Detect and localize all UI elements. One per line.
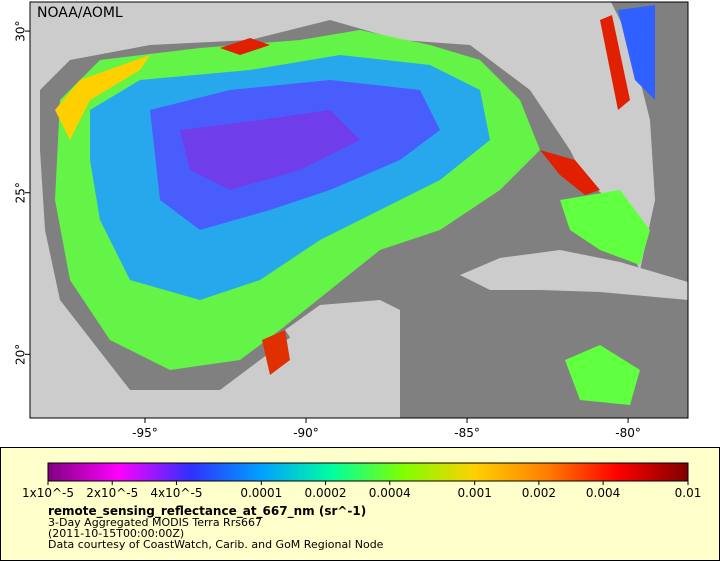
colorbar-tick-label: 0.0004 xyxy=(369,486,411,500)
colorbar-tick-label: 0.01 xyxy=(675,486,702,500)
reflectance-blue xyxy=(618,5,655,100)
colorbar-tick-label: 0.001 xyxy=(457,486,491,500)
reflectance-green xyxy=(565,345,640,405)
colorbar-tick-label: 0.004 xyxy=(586,486,620,500)
credit: NOAA/AOML xyxy=(37,5,123,21)
reflectance-red xyxy=(220,38,270,55)
colorbar-tick-label: 0.0001 xyxy=(240,486,282,500)
colorbar-frame xyxy=(47,462,689,482)
caption-time: (2011-10-15T00:00:00Z) xyxy=(48,527,184,540)
y-tick-label: 20° xyxy=(14,344,28,365)
colorbar-tick-label: 0.0002 xyxy=(305,486,347,500)
colorbar-tick-label: 2x10^-5 xyxy=(86,486,138,500)
y-tick-label: 25° xyxy=(14,182,28,203)
colorbar-tick-label: 0.002 xyxy=(522,486,556,500)
y-tick-label: 30° xyxy=(13,20,27,41)
yucatan xyxy=(285,300,400,418)
reflectance-green xyxy=(560,190,650,265)
reflectance-red xyxy=(600,15,630,110)
reflectance-yellow xyxy=(55,55,150,140)
caption-dataset: 3-Day Aggregated MODIS Terra Rrs667 xyxy=(48,516,262,529)
colorbar-tick-label: 4x10^-5 xyxy=(150,486,202,500)
reflectance-red xyxy=(540,150,600,195)
colorbar-fill xyxy=(48,463,688,481)
no-data-atlantic xyxy=(600,2,688,418)
colorbar-tick-label: 1x10^-5 xyxy=(22,486,74,500)
x-tick-label: -95° xyxy=(132,426,158,440)
colorbar xyxy=(48,463,688,481)
x-tick-label: -85° xyxy=(454,426,480,440)
map-frame xyxy=(29,1,689,419)
x-tick-label: -80° xyxy=(615,426,641,440)
map-area xyxy=(30,2,688,418)
cuba xyxy=(460,250,688,300)
reflectance-purple xyxy=(180,110,360,190)
x-tick-label: -90° xyxy=(293,426,319,440)
caption-courtesy: Data courtesy of CoastWatch, Carib. and … xyxy=(48,538,384,551)
caption-variable: remote_sensing_reflectance_at_667_nm (sr… xyxy=(48,504,366,519)
reflectance-red xyxy=(262,330,290,375)
